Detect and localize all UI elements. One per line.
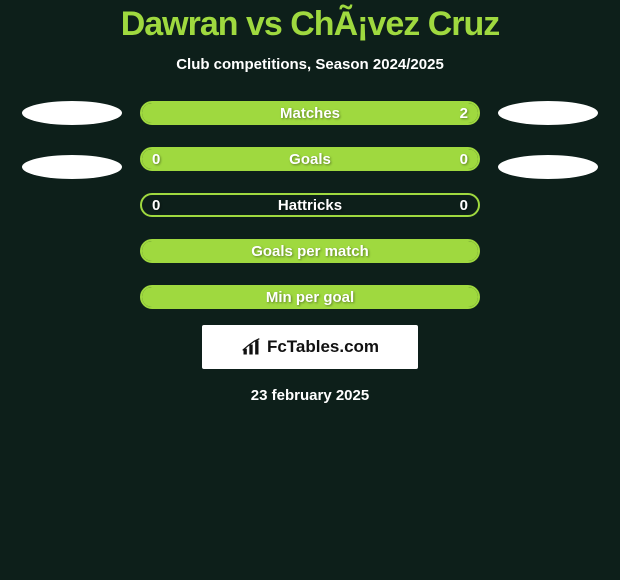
stats-area: Matches 2 0 Goals 0 0 Hattricks 0 Goals … bbox=[0, 101, 620, 309]
stat-right-value: 2 bbox=[460, 105, 468, 122]
stat-row-hattricks: 0 Hattricks 0 bbox=[140, 193, 480, 217]
player-marker bbox=[498, 101, 598, 125]
stat-label: Min per goal bbox=[266, 289, 354, 306]
right-player-col bbox=[498, 101, 598, 179]
brand-text: FcTables.com bbox=[267, 337, 379, 357]
stat-right-value: 0 bbox=[460, 151, 468, 168]
chart-icon bbox=[241, 337, 261, 357]
stat-row-goals-per-match: Goals per match bbox=[140, 239, 480, 263]
player-marker bbox=[22, 101, 122, 125]
stat-left-value: 0 bbox=[152, 151, 160, 168]
player-marker bbox=[22, 155, 122, 179]
page-title: Dawran vs ChÃ¡vez Cruz bbox=[121, 5, 500, 44]
stat-label: Matches bbox=[280, 105, 340, 122]
stat-row-goals: 0 Goals 0 bbox=[140, 147, 480, 171]
stat-row-matches: Matches 2 bbox=[140, 101, 480, 125]
stat-label: Hattricks bbox=[278, 197, 342, 214]
date-label: 23 february 2025 bbox=[251, 387, 369, 404]
stat-row-min-per-goal: Min per goal bbox=[140, 285, 480, 309]
player-marker bbox=[498, 155, 598, 179]
page-subtitle: Club competitions, Season 2024/2025 bbox=[176, 56, 444, 73]
stat-left-value: 0 bbox=[152, 197, 160, 214]
stat-label: Goals bbox=[289, 151, 331, 168]
stat-label: Goals per match bbox=[251, 243, 369, 260]
brand-logo[interactable]: FcTables.com bbox=[202, 325, 418, 369]
left-player-col bbox=[22, 101, 122, 179]
stat-right-value: 0 bbox=[460, 197, 468, 214]
comparison-card: Dawran vs ChÃ¡vez Cruz Club competitions… bbox=[0, 0, 620, 404]
stats-list: Matches 2 0 Goals 0 0 Hattricks 0 Goals … bbox=[140, 101, 480, 309]
